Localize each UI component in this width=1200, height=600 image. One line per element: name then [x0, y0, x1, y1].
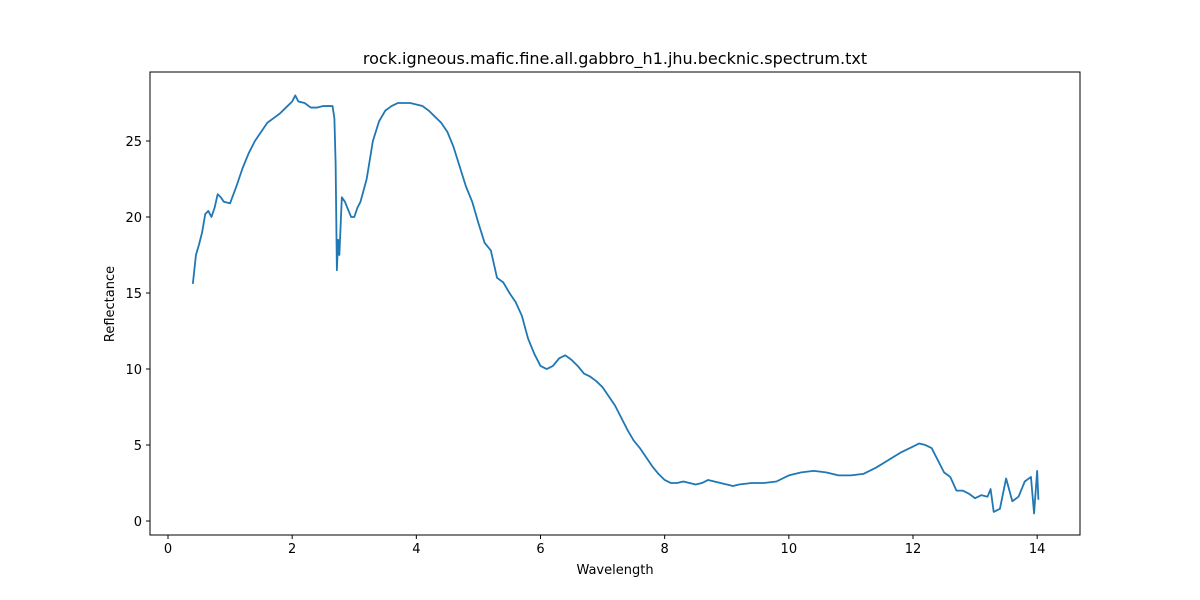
- y-tick-label: 10: [125, 363, 142, 378]
- data-line: [191, 94, 1040, 515]
- x-tick-label: 8: [661, 542, 669, 557]
- x-tick-label: 2: [288, 542, 296, 557]
- x-tick-label: 4: [412, 542, 420, 557]
- y-tick-label: 25: [125, 135, 142, 150]
- x-axis-label: Wavelength: [576, 563, 653, 578]
- y-tick-label: 5: [134, 439, 142, 454]
- y-axis-label: Reflectance: [103, 266, 118, 342]
- y-tick-label: 20: [125, 211, 142, 226]
- x-tick-label: 12: [905, 542, 922, 557]
- plot-frame: [149, 71, 1081, 536]
- x-tick-label: 10: [781, 542, 798, 557]
- y-tick-label: 15: [125, 287, 142, 302]
- x-tick-label: 0: [164, 542, 172, 557]
- chart-title: rock.igneous.mafic.fine.all.gabbro_h1.jh…: [363, 49, 867, 69]
- x-tick-label: 14: [1029, 542, 1046, 557]
- y-tick-label: 0: [134, 515, 142, 530]
- x-tick-label: 6: [536, 542, 544, 557]
